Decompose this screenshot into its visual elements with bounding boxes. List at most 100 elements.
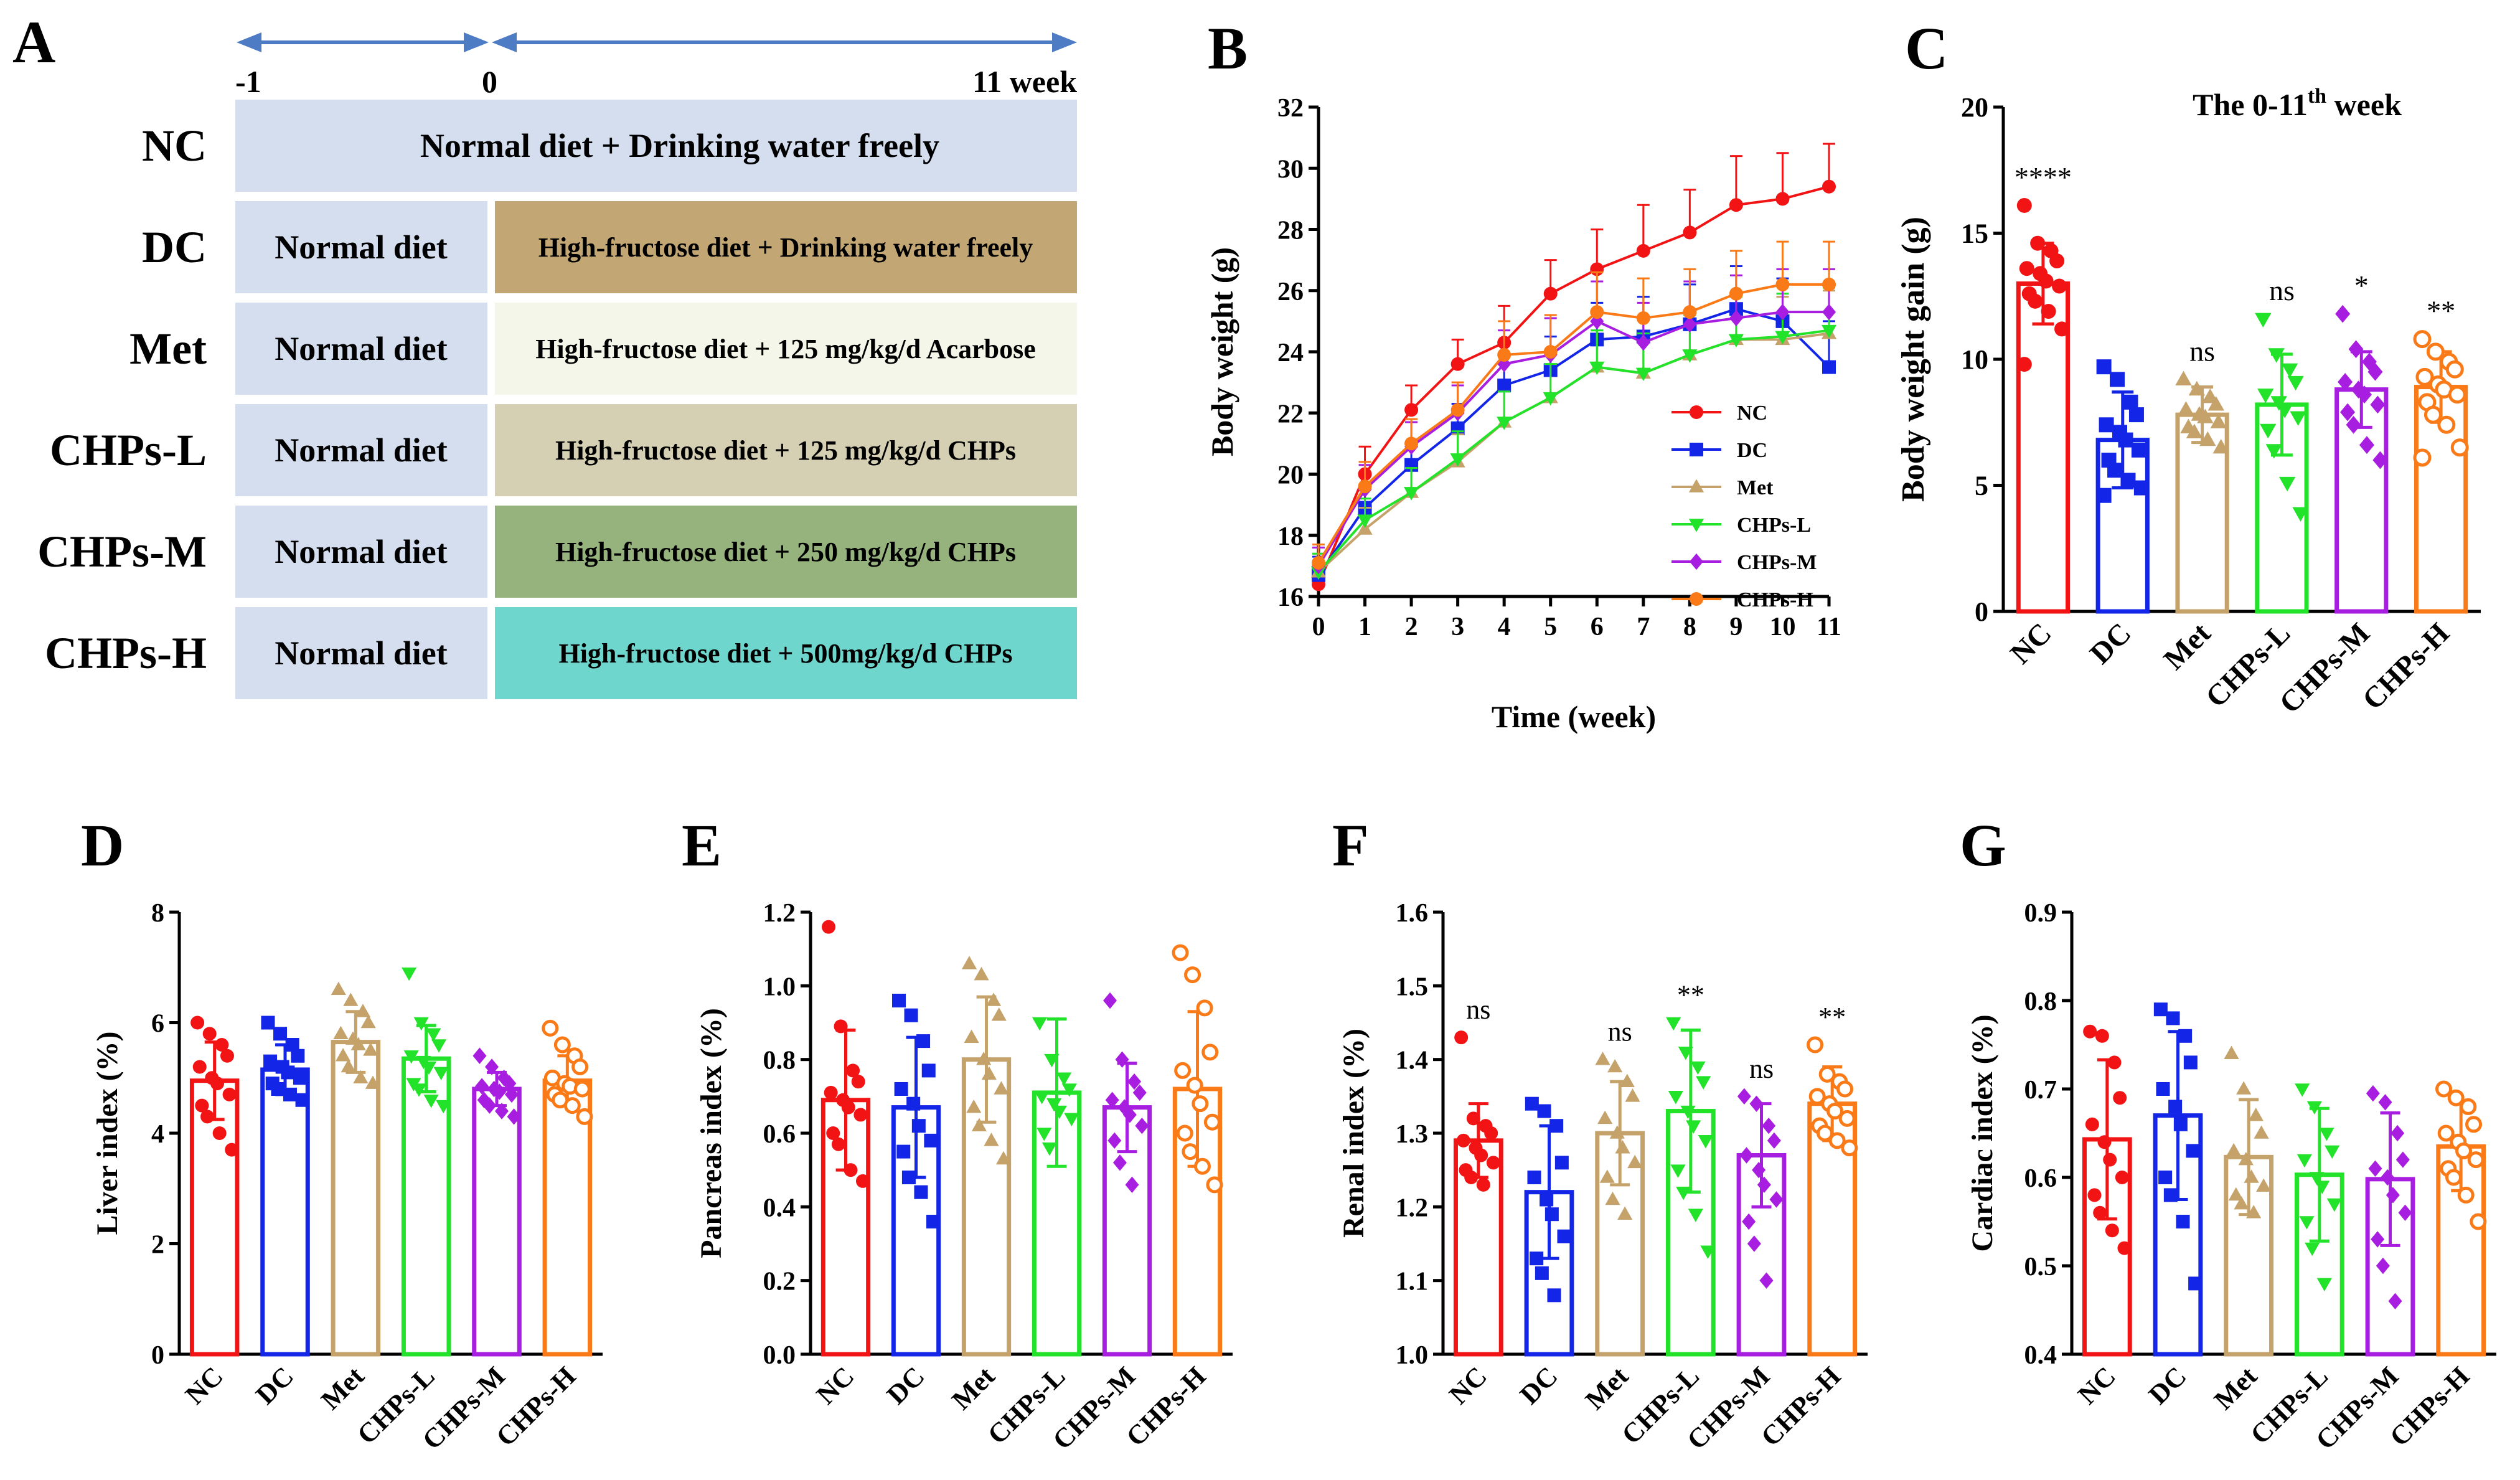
data-point-met (2178, 401, 2194, 416)
y-axis-title: Cardiac index (%) (1966, 1014, 1999, 1251)
data-point-met (363, 1042, 378, 1056)
y-tick-label: 20 (1961, 92, 1988, 123)
x-tick-label: 0 (1312, 613, 1325, 641)
y-tick-label: 1.2 (763, 899, 796, 928)
data-point-chps-m (1759, 1272, 1774, 1289)
data-point-dc (2096, 359, 2112, 375)
data-point-chps-l (1676, 1186, 1691, 1200)
data-point-nc (824, 1085, 838, 1100)
legend-label-dc: DC (1737, 439, 1767, 462)
significance-label: ** (2427, 295, 2455, 327)
data-point-chps-m (492, 1083, 507, 1100)
pre-period-text-dc: Normal diet (275, 229, 447, 266)
significance-label: ns (1749, 1053, 1774, 1084)
data-point-chps-l (2276, 403, 2293, 418)
data-point-chps-m (1115, 1051, 1129, 1068)
data-point-chps-m (1125, 1176, 1139, 1194)
x-tick-label: 10 (1769, 613, 1795, 641)
treatment-text-chps-l: High-fructose diet + 125 mg/kg/d CHPs (555, 435, 1016, 466)
data-point-chps-l (1698, 1135, 1713, 1149)
data-point-chps-m (1742, 1213, 1756, 1230)
arrow-head-right-treat (1052, 32, 1077, 52)
data-point-chps-l (1061, 1083, 1077, 1097)
significance-label: ns (2269, 275, 2295, 306)
data-point-chps-m (2367, 362, 2383, 381)
data-point-nc (2038, 273, 2054, 289)
data-point-met (2207, 396, 2224, 411)
data-point-dc (2183, 1055, 2198, 1070)
y-tick-label: 22 (1277, 400, 1304, 428)
data-point-chps-h (1203, 1113, 1221, 1131)
data-point-chps-l (2306, 1101, 2322, 1115)
data-point-met (985, 992, 1002, 1006)
data-point-chps-h (1841, 1139, 1858, 1157)
data-point-met (995, 1151, 1012, 1165)
data-point-met (353, 1070, 369, 1084)
data-point-dc (2128, 407, 2144, 423)
data-point-nc (831, 1137, 845, 1151)
y-axis-title: Body weight gain (g) (1896, 217, 1931, 502)
pre-period-text-chps-m: Normal diet (275, 533, 447, 570)
x-tick-label: 2 (1405, 613, 1418, 641)
treatment-bar-met (495, 303, 1077, 395)
data-point-met (1627, 1154, 1643, 1169)
data-point-chps-l (1034, 1091, 1050, 1105)
data-point-chps-l (403, 1050, 419, 1064)
data-point-met (355, 1004, 371, 1017)
data-point-chps-l (1064, 1113, 1079, 1126)
data-point-chps-m (2368, 1160, 2382, 1177)
data-point-chps-h (2467, 1151, 2485, 1169)
data-point-met (365, 1075, 380, 1089)
point-nc (1683, 225, 1697, 240)
data-point-nc (853, 1108, 868, 1122)
data-point-dc (911, 1119, 926, 1133)
data-point-nc (2115, 1171, 2129, 1184)
data-point-chps-m (485, 1058, 499, 1075)
x-tick-label: 9 (1729, 613, 1742, 641)
data-point-dc (293, 1071, 307, 1085)
data-point-dc (2153, 1002, 2168, 1017)
significance-label: ns (1608, 1017, 1632, 1047)
treatment-text-chps-m: High-fructose diet + 250 mg/kg/d CHPs (555, 537, 1016, 567)
data-point-dc (261, 1016, 275, 1030)
data-point-chps-l (1051, 1105, 1067, 1119)
data-point-chps-l (1032, 1017, 1048, 1031)
data-point-dc (2158, 1171, 2173, 1184)
data-point-nc (2052, 278, 2067, 294)
data-point-chps-m (1122, 1106, 1137, 1123)
data-point-chps-h (2470, 1213, 2487, 1230)
data-point-nc (2019, 261, 2034, 276)
data-point-chps-h (1192, 1095, 1209, 1113)
data-point-chps-l (1678, 1047, 1693, 1060)
y-tick-label: 24 (1277, 339, 1304, 367)
arrow-head-left-treat (492, 32, 517, 52)
data-point-dc (2173, 1117, 2188, 1131)
x-tick-label: 3 (1451, 613, 1464, 641)
data-point-nc (2030, 235, 2046, 251)
legend-marker (1690, 443, 1703, 456)
y-tick-label: 1.3 (1396, 1120, 1429, 1149)
data-point-chps-h (2450, 438, 2469, 457)
point-chps-h (1312, 555, 1325, 570)
category-label-met: Met (2157, 616, 2217, 676)
data-point-chps-m (2381, 1169, 2395, 1186)
data-point-nc (215, 1038, 229, 1052)
category-label-dc: DC (1514, 1360, 1564, 1410)
bar-chps-m (472, 1086, 522, 1357)
data-point-dc (1525, 1096, 1539, 1111)
data-point-chps-h (2457, 1186, 2475, 1204)
point-chps-h (1358, 479, 1372, 494)
significance-label: ns (1466, 994, 1490, 1025)
data-point-chps-l (423, 1094, 439, 1108)
data-point-chps-m (1769, 1191, 1784, 1208)
y-tick-label: 1.2 (1396, 1194, 1429, 1222)
data-point-chps-h (1182, 1143, 1199, 1161)
category-label-met: Met (1579, 1360, 1634, 1415)
renal-index-bar-chart: 1.0 1.1 1.2 1.3 1.4 1.5 1.6 Renal index (%) ns NC… (1337, 899, 1868, 1456)
data-point-chps-l (2316, 1278, 2332, 1292)
data-point-chps-l (2268, 348, 2285, 363)
data-point-chps-m (1762, 1117, 1776, 1134)
significance-label: ns (2189, 335, 2215, 367)
data-point-nc (1476, 1177, 1490, 1192)
